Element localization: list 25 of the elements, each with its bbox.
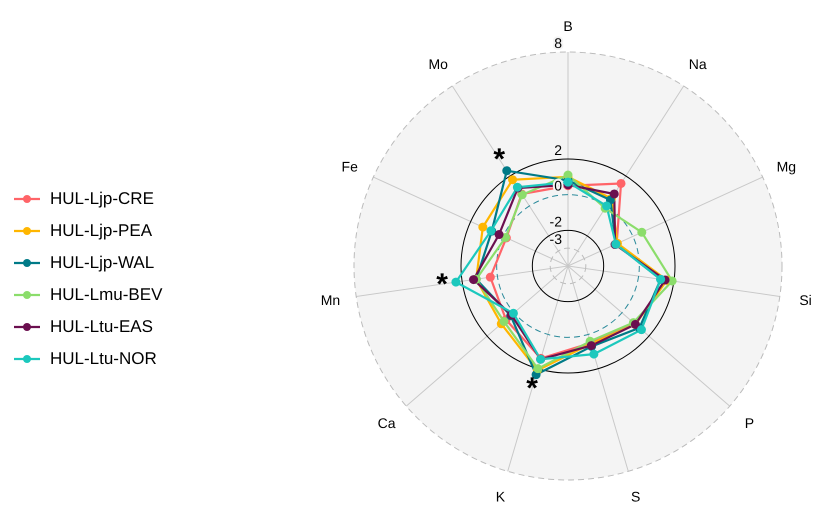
spoke-label: K [496, 488, 506, 504]
legend-label: HUL-Ljp-WAL [50, 253, 154, 273]
spoke-label: Fe [342, 158, 358, 174]
legend-label: HUL-Ltu-EAS [50, 317, 153, 337]
spoke-label: S [630, 488, 640, 504]
spoke-label: P [744, 415, 754, 432]
spoke-label: Na [688, 56, 707, 72]
spoke-label: Si [799, 292, 812, 308]
legend-label: HUL-Lmu-BEV [50, 285, 162, 305]
text: * [493, 142, 506, 176]
text: * [526, 372, 538, 406]
spoke-label: B [563, 18, 573, 34]
legend-label: HUL-Ljp-PEA [50, 221, 152, 241]
spoke-label: Mn [320, 292, 340, 308]
y-tick-label: 2 [554, 142, 562, 158]
spoke-label: Mg [776, 158, 796, 174]
y-tick-label: -2 [550, 213, 562, 230]
y-tick-label: -3 [550, 231, 562, 248]
y-tick-label: 0 [554, 178, 562, 194]
spoke-label: Mo [428, 56, 448, 72]
legend-label: HUL-Ltu-NOR [50, 349, 157, 369]
y-tick-label: 8 [554, 35, 562, 51]
legend-label: HUL-Ljp-CRE [50, 189, 154, 209]
text: * [436, 268, 448, 302]
spoke-label: Ca [378, 415, 396, 432]
